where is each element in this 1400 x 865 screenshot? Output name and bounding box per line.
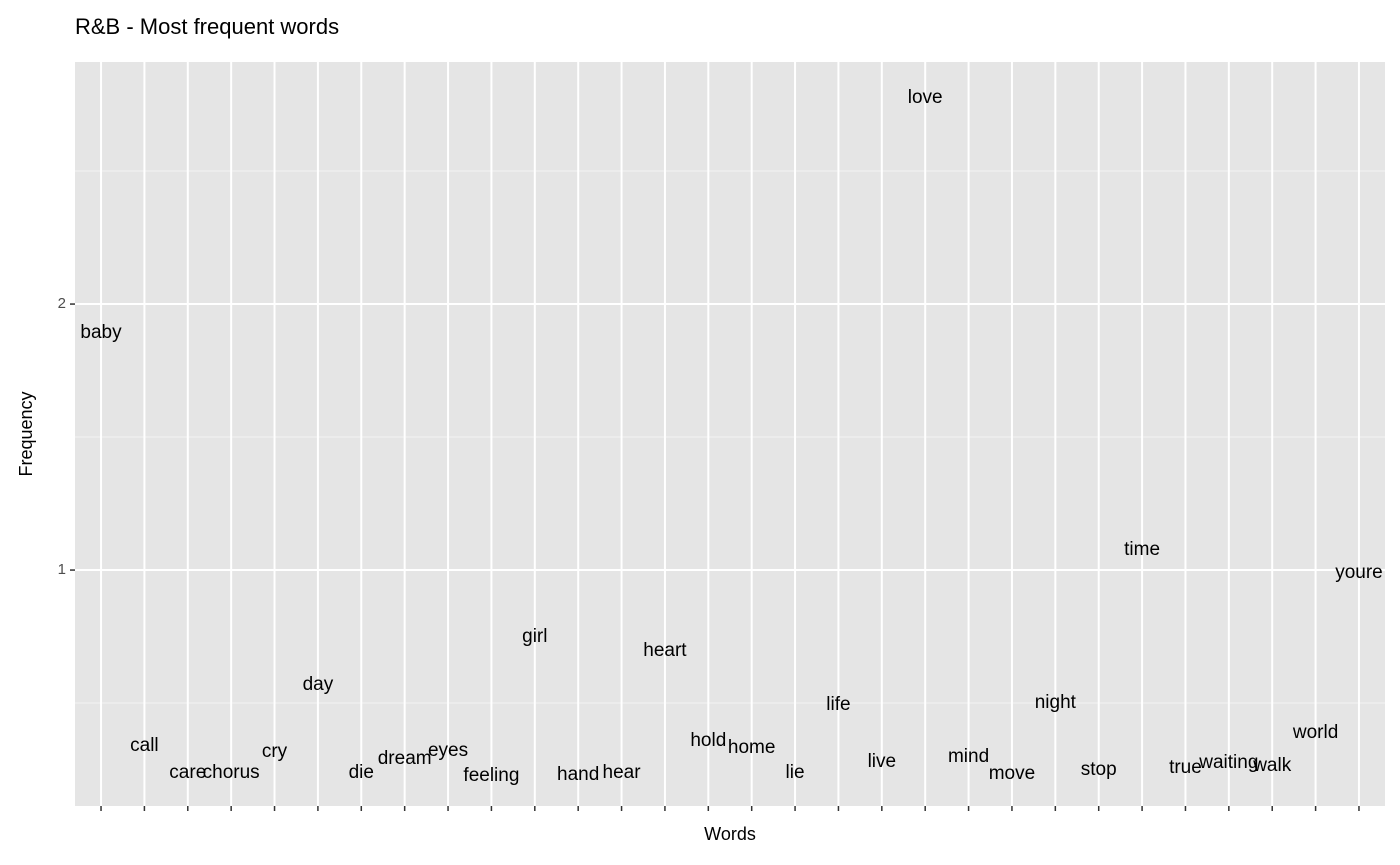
x-axis-title: Words bbox=[704, 824, 756, 844]
word-label: heart bbox=[643, 640, 687, 661]
word-label: night bbox=[1035, 692, 1077, 713]
word-label: live bbox=[868, 751, 897, 772]
word-label: walk bbox=[1252, 755, 1292, 776]
y-tick-label: 1 bbox=[58, 561, 66, 578]
word-label: hand bbox=[557, 764, 599, 785]
word-label: cry bbox=[262, 741, 288, 762]
word-label: world bbox=[1292, 722, 1338, 743]
word-label: life bbox=[826, 694, 850, 715]
word-label: girl bbox=[522, 626, 547, 647]
word-label: true bbox=[1169, 757, 1202, 778]
word-label: feeling bbox=[463, 765, 519, 786]
word-label: time bbox=[1124, 539, 1160, 560]
word-label: waiting bbox=[1198, 752, 1258, 773]
panel bbox=[75, 62, 1385, 806]
word-label: home bbox=[728, 737, 776, 758]
word-label: move bbox=[989, 763, 1035, 784]
y-axis-title: Frequency bbox=[16, 391, 36, 476]
word-label: chorus bbox=[203, 762, 260, 783]
word-label: youre bbox=[1335, 562, 1383, 583]
word-label: die bbox=[349, 762, 374, 783]
word-label: day bbox=[303, 674, 334, 695]
word-label: hold bbox=[690, 730, 726, 751]
word-label: love bbox=[908, 87, 943, 108]
word-label: dream bbox=[378, 748, 432, 769]
word-label: eyes bbox=[428, 740, 468, 761]
chart-title: R&B - Most frequent words bbox=[75, 14, 339, 39]
word-label: mind bbox=[948, 746, 989, 767]
grid bbox=[75, 62, 1385, 806]
word-label: baby bbox=[80, 322, 122, 343]
word-label: care bbox=[169, 762, 206, 783]
y-tick-label: 2 bbox=[58, 295, 66, 312]
word-label: stop bbox=[1081, 759, 1117, 780]
word-label: lie bbox=[786, 762, 805, 783]
word-label: hear bbox=[603, 762, 642, 783]
word-label: call bbox=[130, 735, 159, 756]
